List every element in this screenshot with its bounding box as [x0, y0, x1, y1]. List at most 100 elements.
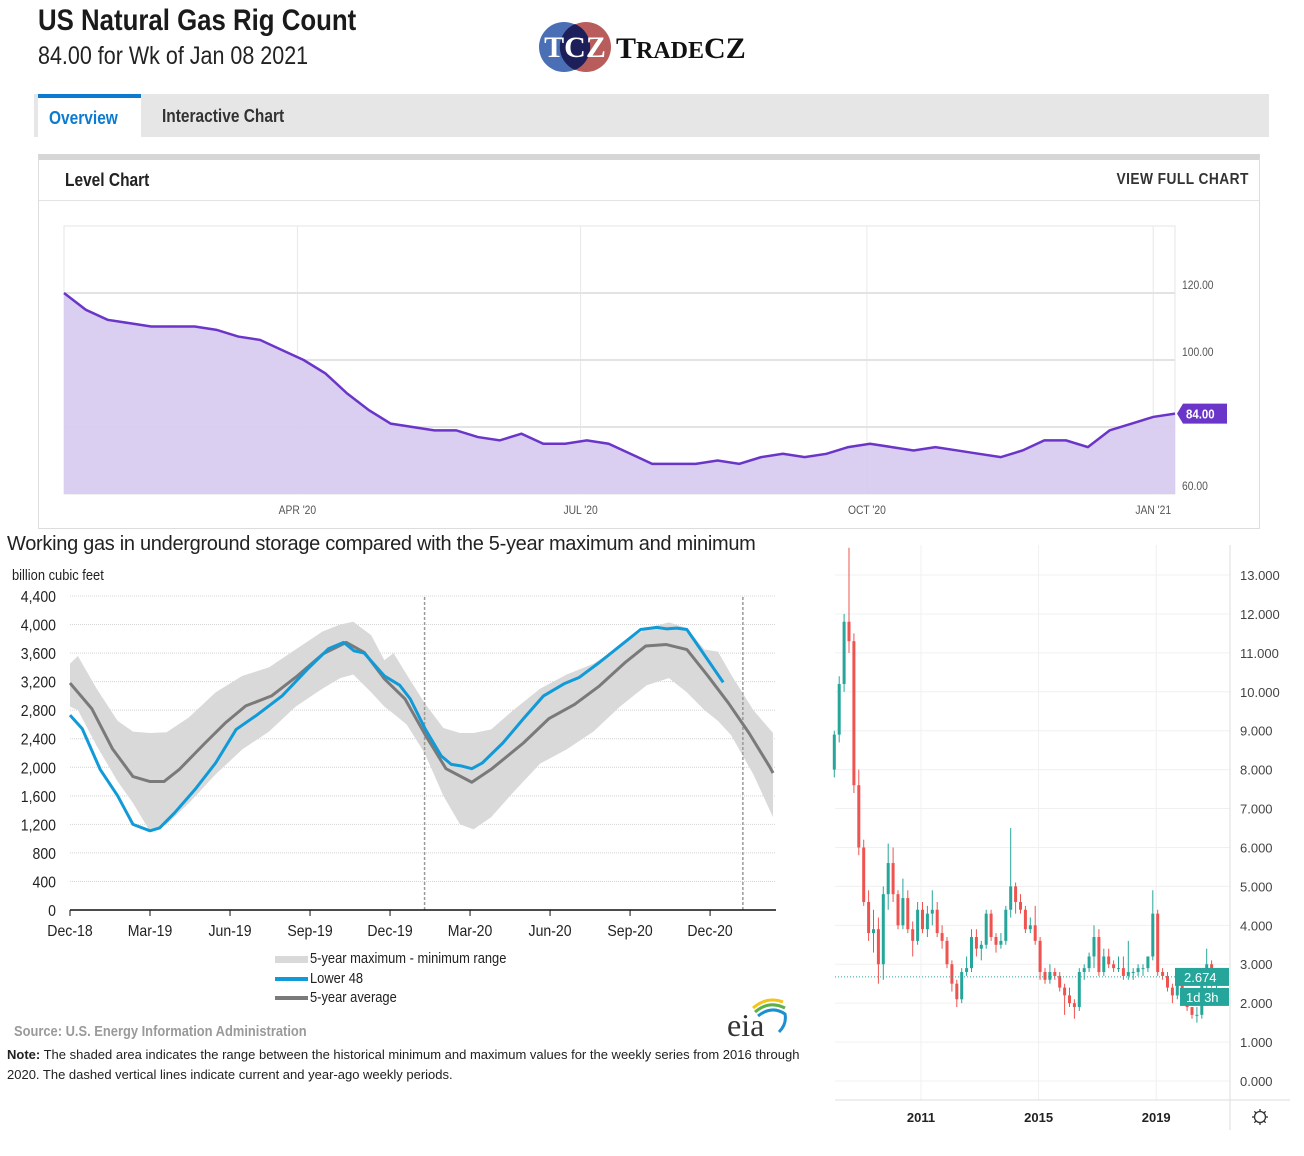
candle-body — [1014, 886, 1018, 902]
candle-body — [881, 894, 885, 965]
candle-body — [1141, 968, 1145, 970]
candle-body — [1180, 979, 1184, 996]
candle-body — [1063, 987, 1067, 996]
y-tick-label: 100.00 — [1182, 346, 1214, 359]
x-tick-label: Mar-19 — [128, 922, 173, 940]
y-tick-label: 4,000 — [21, 617, 56, 635]
candle-body — [1023, 909, 1027, 930]
candle-body — [842, 621, 846, 685]
y-tick-label: 3,200 — [21, 674, 56, 692]
candle-body — [950, 964, 954, 984]
candle-body — [1033, 925, 1037, 941]
settings-gear-icon[interactable] — [1252, 1109, 1268, 1125]
candle-body — [935, 909, 939, 934]
y-tick-label: 120.00 — [1182, 279, 1214, 292]
candle-body — [1136, 968, 1140, 973]
candle-body — [1112, 964, 1116, 969]
y-tick-label: 0.000 — [1240, 1074, 1273, 1089]
candle-body — [925, 913, 929, 930]
candle-body — [1161, 972, 1165, 976]
x-tick-label: Jun-19 — [209, 922, 252, 940]
x-tick-label: APR '20 — [279, 504, 317, 517]
candle-body — [1126, 972, 1130, 976]
legend-swatch-range — [275, 955, 308, 963]
tab-bar: Overview Interactive Chart — [34, 94, 1269, 137]
candle-body — [1107, 956, 1111, 965]
y-tick-label: 4,400 — [21, 588, 56, 606]
y-tick-label: 3.000 — [1240, 957, 1273, 972]
x-tick-label: JUL '20 — [563, 504, 597, 517]
candle-body — [960, 972, 964, 1000]
note-text: Note: The shaded area indicates the rang… — [7, 1047, 800, 1082]
y-tick-label: 2,400 — [21, 731, 56, 749]
candle-body — [1097, 936, 1101, 973]
gear-tooth — [1253, 1120, 1257, 1124]
x-tick-label: Sep-20 — [607, 922, 652, 940]
x-tick-label: 2011 — [907, 1110, 935, 1125]
candle-body — [1077, 972, 1081, 1008]
candle-body — [945, 940, 949, 965]
y-tick-label: 12.000 — [1240, 607, 1280, 622]
candle-body — [921, 909, 924, 930]
candle-body — [901, 898, 905, 926]
countdown-badge — [1180, 987, 1229, 1006]
y-tick-label: 1.000 — [1240, 1035, 1273, 1050]
last-price-label: 2.674 — [1184, 970, 1217, 985]
y-tick-label: 6.000 — [1240, 840, 1273, 855]
candle-body — [974, 936, 978, 949]
candle-body — [1082, 968, 1086, 973]
candle-body — [1156, 913, 1160, 973]
area-fill — [64, 293, 1175, 494]
gear-ring — [1253, 1110, 1267, 1124]
tab-interactive-chart[interactable]: Interactive Chart — [162, 106, 285, 126]
x-tick-label: Dec-18 — [47, 922, 92, 940]
y-tick-label: 1,600 — [21, 788, 56, 806]
candle-body — [1019, 901, 1022, 910]
y-tick-label: 11.000 — [1240, 646, 1279, 661]
candle-body — [1195, 1014, 1199, 1016]
x-tick-label: 2015 — [1024, 1110, 1053, 1125]
legend-swatch-lower48 — [275, 977, 308, 982]
y-tick-label: 3,600 — [21, 645, 56, 663]
svg-text:eia: eia — [727, 1007, 764, 1042]
candle-body — [1151, 913, 1155, 957]
candle-body — [837, 684, 841, 735]
y-tick-label: 0 — [48, 902, 56, 920]
candle-body — [1092, 936, 1096, 957]
candle-body — [862, 847, 866, 902]
candle-body — [999, 940, 1003, 945]
x-tick-label: Mar-20 — [448, 922, 493, 940]
level-chart-panel: Level Chart VIEW FULL CHART — [38, 154, 1260, 529]
y-tick-label: 400 — [33, 874, 56, 892]
candle-body — [1175, 979, 1179, 996]
candle-body — [906, 898, 910, 930]
y-tick-label: 13.000 — [1240, 568, 1280, 583]
series-line-5yr-average — [68, 640, 775, 784]
tab-overview[interactable]: Overview — [38, 94, 141, 137]
candle-body — [1117, 968, 1120, 970]
candle-body — [994, 936, 998, 945]
candle-body — [979, 944, 983, 949]
candle-body — [911, 929, 915, 941]
y-tick-label: 2,800 — [21, 702, 56, 720]
view-full-chart-link[interactable]: VIEW FULL CHART — [1116, 171, 1249, 188]
x-tick-label: JAN '21 — [1135, 504, 1171, 517]
candle-body — [1131, 972, 1135, 974]
candle-body — [984, 913, 988, 945]
candle-body — [1170, 987, 1174, 996]
y-tick-label: 10.000 — [1240, 685, 1280, 700]
candle-body — [930, 909, 934, 914]
candle-body — [872, 929, 875, 934]
candle-body — [989, 913, 993, 937]
candle-body — [876, 929, 880, 965]
countdown-label: 1d 3h — [1186, 990, 1219, 1005]
tradecz-logo: TCZ TRADECZ — [539, 22, 746, 72]
y-tick-label: 4.000 — [1240, 918, 1273, 933]
page-subtitle: 84.00 for Wk of Jan 08 2021 — [38, 42, 309, 70]
candle-body — [1048, 972, 1052, 980]
y-tick-label: 2,000 — [21, 759, 56, 777]
candle-body — [852, 641, 856, 786]
y-tick-label: 8.000 — [1240, 763, 1273, 778]
candle-body — [1102, 956, 1106, 973]
